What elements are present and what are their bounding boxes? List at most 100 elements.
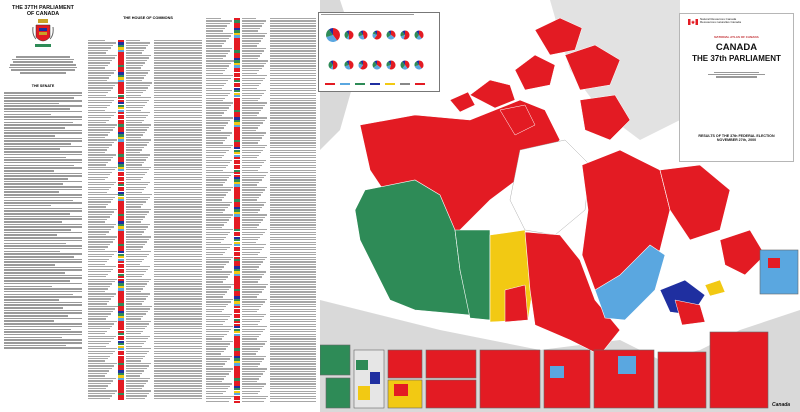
bc-alberta-region: [354, 179, 471, 316]
pie-slice: [386, 61, 391, 67]
riding-names-col-1: [88, 40, 118, 400]
pie-slice: [344, 65, 351, 70]
pie-slice: [386, 31, 391, 38]
pie-slice: [414, 65, 422, 70]
pie-slice: [416, 35, 422, 40]
pie-slice: [346, 30, 349, 35]
pie-slice: [333, 60, 338, 70]
pie-slice: [373, 65, 381, 70]
pie-slice: [372, 33, 377, 39]
vote-figures-col-1: [154, 40, 202, 400]
senate-list: [4, 92, 82, 350]
government-name-en: Natural Resources Canada: [700, 17, 737, 21]
party-color-strip-1: [118, 40, 124, 401]
title-block: Natural Resources Canada Ressources natu…: [679, 13, 794, 162]
commons-heading: THE HOUSE OF COMMONS: [123, 16, 173, 20]
legend-swatch: [415, 83, 425, 85]
pie-slice: [391, 30, 396, 38]
pie-slice: [330, 60, 333, 65]
results-line-2: NOVEMBER 27th, 2000: [716, 138, 757, 143]
pie-slice: [358, 63, 363, 69]
pie-slice: [349, 60, 354, 70]
pie-box-heading: [321, 14, 437, 16]
newfoundland-region: [719, 229, 766, 276]
canada-wordmark: Canada: [772, 402, 791, 408]
pie-slice: [414, 61, 419, 67]
pie-slice: [389, 60, 396, 70]
party-color-strip-2: [234, 18, 240, 403]
canada-flag-icon: [688, 19, 698, 25]
city-inset-row: [320, 249, 799, 409]
pie-slice: [416, 30, 419, 35]
labrador-region: [659, 164, 731, 241]
government-signature: Natural Resources Canada Ressources natu…: [700, 17, 742, 25]
member-names-col-2: [242, 18, 268, 403]
pie-slice: [400, 61, 405, 69]
poster-title-line1: THE 37TH PARLIAMENT: [12, 5, 74, 11]
pie-slice: [328, 28, 333, 35]
pie-slice: [333, 28, 340, 41]
pie-slice: [419, 30, 424, 39]
pie-slice: [377, 60, 382, 68]
pie-slice: [372, 31, 377, 35]
provincial-results-pies: [318, 12, 440, 92]
pie-slice: [360, 30, 363, 35]
pie-slice: [416, 60, 419, 65]
results-caption: RESULTS OF THE 37th FEDERAL ELECTION NOV…: [680, 134, 793, 143]
pie-slice: [386, 65, 391, 70]
pie-slice: [328, 61, 333, 69]
coat-of-arms-icon: [32, 19, 54, 47]
pie-slice: [400, 35, 405, 40]
legend-swatch: [370, 83, 380, 85]
pie-slice: [360, 60, 368, 70]
pie-slice: [402, 30, 405, 35]
pie-slice: [414, 31, 419, 39]
pie-slice: [358, 61, 363, 65]
pie-slice: [388, 30, 391, 35]
senate-heading: THE SENATE: [31, 84, 55, 88]
hudson-bay: [509, 139, 591, 236]
pie-slice: [360, 60, 363, 65]
legend-swatch: [355, 83, 365, 85]
pie-slice: [374, 60, 377, 65]
legend-swatch: [385, 83, 395, 85]
pie-slice: [402, 60, 405, 65]
legend-swatch: [325, 83, 335, 85]
results-line-1: RESULTS OF THE 37th FEDERAL ELECTION: [698, 134, 775, 138]
legend-swatch: [340, 83, 350, 85]
member-names-col-1: [126, 40, 152, 400]
pie-slice: [402, 65, 408, 70]
vote-figures-col-2: [270, 18, 316, 403]
atlas-label: NATIONAL ATLAS OF CANADA: [714, 35, 759, 39]
map-title: CANADA: [715, 42, 758, 53]
legend-swatch: [400, 83, 410, 85]
pie-slice: [374, 30, 377, 35]
scale-info: [680, 72, 793, 78]
ontario-region: [524, 231, 621, 356]
pie-slice: [400, 31, 405, 37]
pie-slice: [405, 60, 410, 69]
pie-slice: [387, 35, 395, 40]
pie-slice: [344, 61, 349, 67]
map-subtitle: THE 37th PARLIAMENT: [692, 54, 781, 63]
pie-slice: [346, 35, 349, 40]
pie-slice: [358, 31, 363, 37]
pie-slice: [346, 60, 349, 65]
pie-slice: [419, 60, 424, 69]
title-panel: THE 37TH PARLIAMENT OF CANADA THE SENATE: [0, 0, 86, 412]
quebec-south-region: [594, 244, 666, 321]
pie-chart-grid: [325, 28, 425, 85]
pie-slice: [349, 30, 354, 40]
pie-slice: [358, 35, 365, 40]
pie-slice: [330, 65, 333, 70]
pie-slice: [344, 31, 349, 39]
government-name-fr: Ressources naturelles Canada: [700, 20, 742, 25]
pie-slice: [374, 30, 382, 40]
pie-slice: [326, 35, 338, 42]
pie-slice: [403, 30, 410, 40]
pie-slice: [326, 29, 333, 38]
poster-title-line2: OF CANADA: [26, 11, 60, 17]
intro-text: [4, 56, 82, 75]
commons-panel: THE HOUSE OF COMMONS: [88, 0, 320, 412]
